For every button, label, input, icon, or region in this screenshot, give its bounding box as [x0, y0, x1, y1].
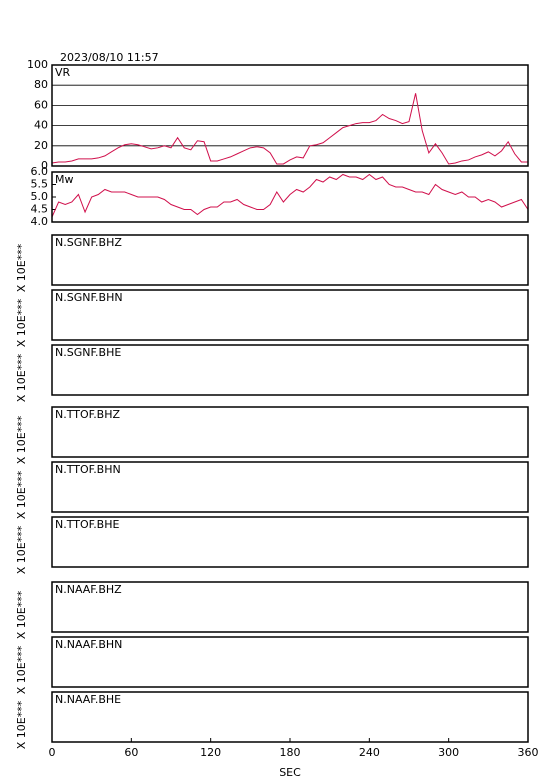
panel-label: N.SGNF.BHN	[55, 291, 123, 304]
panel-frame	[51, 581, 529, 633]
panel-frame	[51, 461, 529, 513]
panel-frame	[51, 344, 529, 396]
x-tick-label: 300	[438, 746, 459, 759]
y-tick-label: 20	[34, 139, 48, 152]
series-label: Mw	[55, 173, 74, 186]
data-line	[51, 93, 528, 165]
panel-frame	[51, 289, 529, 341]
y-tick-label: 5.0	[31, 190, 49, 203]
y-axis-label: X 10E***	[15, 525, 28, 574]
panel-frame	[51, 234, 529, 286]
panel-label: N.TTOF.BHE	[55, 518, 120, 531]
y-axis-label: X 10E***	[15, 470, 28, 519]
y-tick-label: 100	[27, 58, 48, 71]
y-axis-label: X 10E***	[15, 353, 28, 402]
panel-frame	[51, 636, 529, 688]
x-tick-label: 60	[124, 746, 138, 759]
y-tick-label: 0	[41, 159, 48, 172]
y-axis-label: X 10E***	[15, 700, 28, 749]
y-tick-label: 4.0	[31, 215, 49, 228]
x-axis-label: SEC	[279, 766, 301, 779]
panel-label: N.TTOF.BHZ	[55, 408, 121, 421]
panel-label: N.NAAF.BHE	[55, 693, 121, 706]
panel-label: N.TTOF.BHN	[55, 463, 121, 476]
y-tick-label: 80	[34, 78, 48, 91]
x-tick-label: 0	[49, 746, 56, 759]
panel-label: N.NAAF.BHZ	[55, 583, 122, 596]
y-axis-label: X 10E***	[15, 243, 28, 292]
y-axis-label: X 10E***	[15, 298, 28, 347]
x-tick-label: 240	[359, 746, 380, 759]
panel-label: N.SGNF.BHE	[55, 346, 121, 359]
x-tick-label: 180	[280, 746, 301, 759]
y-tick-label: 5.5	[31, 178, 49, 191]
x-tick-label: 360	[518, 746, 539, 759]
panel-frame	[51, 516, 529, 568]
y-tick-label: 6.0	[31, 165, 49, 178]
y-tick-label: 60	[34, 98, 48, 111]
series-label: VR	[55, 66, 71, 79]
panel-frame	[51, 64, 529, 167]
panel-frame	[51, 171, 529, 223]
y-axis-label: X 10E***	[15, 645, 28, 694]
panel-label: N.SGNF.BHZ	[55, 236, 122, 249]
x-tick-label: 120	[200, 746, 221, 759]
y-axis-label: X 10E***	[15, 415, 28, 464]
panel-frame	[51, 406, 529, 458]
panel-label: N.NAAF.BHN	[55, 638, 122, 651]
panel-frame	[51, 691, 529, 743]
y-axis-label: X 10E***	[15, 590, 28, 639]
y-tick-label: 40	[34, 119, 48, 132]
y-tick-label: 4.5	[31, 203, 49, 216]
data-line	[51, 173, 529, 218]
date-title: 2023/08/10 11:57	[60, 51, 159, 64]
